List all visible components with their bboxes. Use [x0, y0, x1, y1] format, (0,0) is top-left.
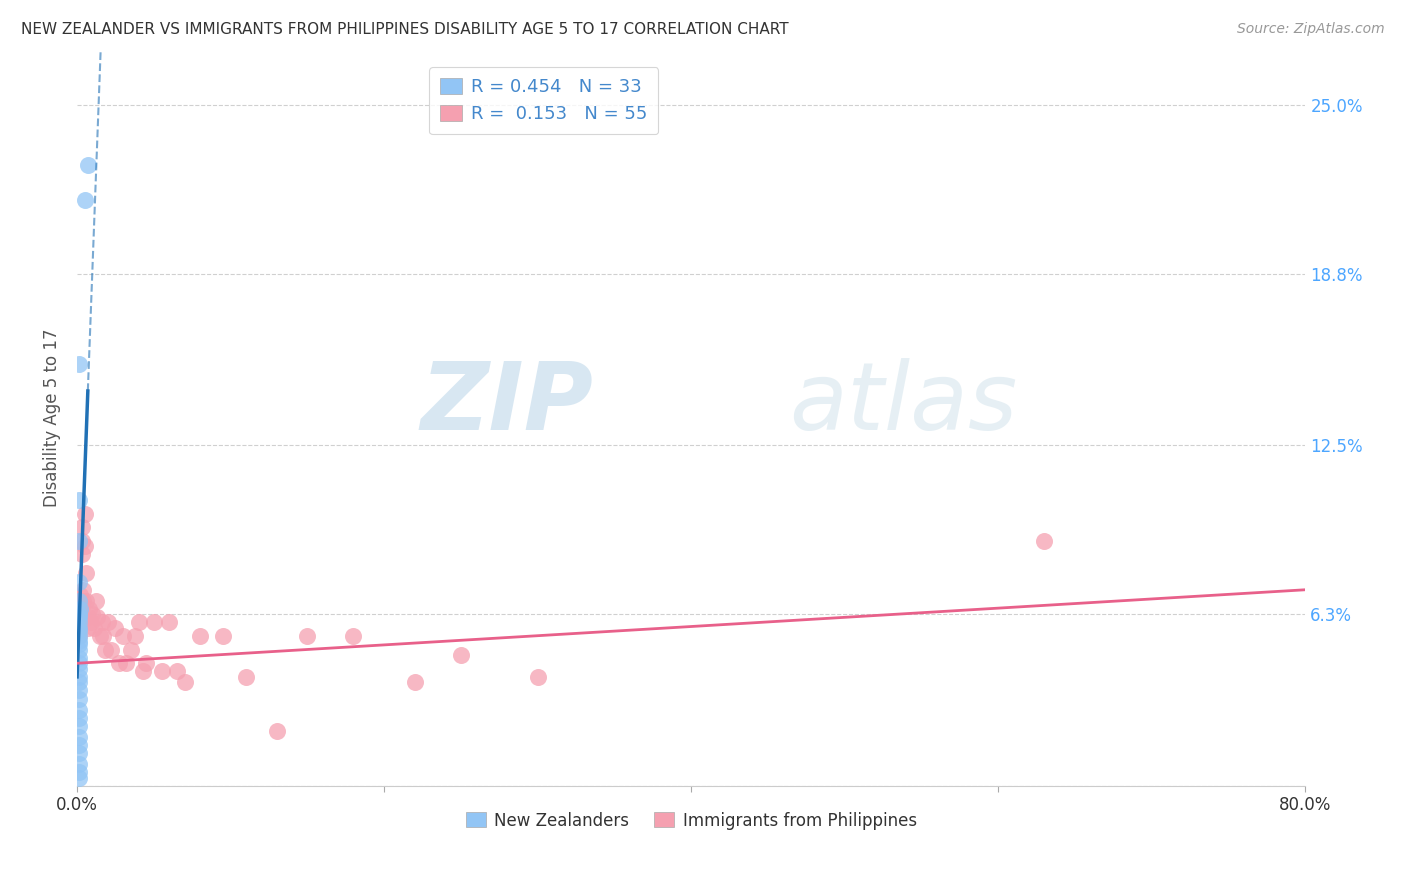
Point — [84, 593, 107, 607]
Point — [67, 670, 90, 684]
Point — [450, 648, 472, 662]
Point — [67, 357, 90, 371]
Point — [86, 610, 108, 624]
Point — [67, 738, 90, 752]
Text: Source: ZipAtlas.com: Source: ZipAtlas.com — [1237, 22, 1385, 37]
Point — [173, 675, 195, 690]
Point — [67, 691, 90, 706]
Point — [73, 507, 96, 521]
Point — [112, 629, 135, 643]
Point — [120, 642, 142, 657]
Point — [83, 621, 105, 635]
Point — [67, 675, 90, 690]
Point — [75, 566, 97, 581]
Point — [90, 615, 112, 630]
Point — [115, 657, 138, 671]
Point — [67, 629, 90, 643]
Point — [67, 711, 90, 725]
Point — [107, 657, 129, 671]
Point — [297, 629, 319, 643]
Point — [67, 621, 90, 635]
Point — [67, 602, 90, 616]
Point — [97, 615, 120, 630]
Point — [69, 602, 91, 616]
Point — [69, 588, 91, 602]
Point — [67, 765, 90, 780]
Point — [79, 602, 101, 616]
Point — [124, 629, 146, 643]
Point — [132, 665, 155, 679]
Point — [1033, 533, 1056, 548]
Legend: New Zealanders, Immigrants from Philippines: New Zealanders, Immigrants from Philippi… — [460, 805, 924, 837]
Point — [67, 610, 90, 624]
Point — [128, 615, 150, 630]
Point — [67, 702, 90, 716]
Point — [69, 602, 91, 616]
Point — [526, 670, 548, 684]
Point — [135, 657, 157, 671]
Point — [67, 621, 90, 635]
Point — [72, 582, 94, 597]
Point — [67, 607, 90, 622]
Point — [142, 615, 165, 630]
Y-axis label: Disability Age 5 to 17: Disability Age 5 to 17 — [44, 329, 60, 508]
Point — [70, 533, 93, 548]
Point — [69, 610, 91, 624]
Point — [266, 724, 288, 739]
Text: ZIP: ZIP — [420, 358, 593, 450]
Point — [67, 533, 90, 548]
Point — [76, 610, 98, 624]
Point — [73, 539, 96, 553]
Point — [67, 637, 90, 651]
Point — [67, 624, 90, 638]
Point — [67, 746, 90, 760]
Point — [67, 730, 90, 744]
Point — [67, 719, 90, 733]
Point — [67, 634, 90, 648]
Point — [235, 670, 257, 684]
Point — [67, 593, 90, 607]
Point — [67, 615, 90, 630]
Text: atlas: atlas — [790, 358, 1018, 449]
Text: NEW ZEALANDER VS IMMIGRANTS FROM PHILIPPINES DISABILITY AGE 5 TO 17 CORRELATION : NEW ZEALANDER VS IMMIGRANTS FROM PHILIPP… — [21, 22, 789, 37]
Point — [67, 771, 90, 785]
Point — [404, 675, 426, 690]
Point — [67, 657, 90, 671]
Point — [150, 665, 173, 679]
Point — [80, 615, 103, 630]
Point — [67, 574, 90, 589]
Point — [104, 621, 127, 635]
Point — [76, 621, 98, 635]
Point — [69, 593, 91, 607]
Point — [82, 607, 104, 622]
Point — [67, 757, 90, 772]
Point — [157, 615, 180, 630]
Point — [67, 610, 90, 624]
Point — [72, 593, 94, 607]
Point — [67, 650, 90, 665]
Point — [67, 662, 90, 676]
Point — [73, 194, 96, 208]
Point — [70, 520, 93, 534]
Point — [342, 629, 364, 643]
Point — [67, 629, 90, 643]
Point — [188, 629, 211, 643]
Point — [67, 642, 90, 657]
Point — [75, 593, 97, 607]
Point — [100, 642, 122, 657]
Point — [67, 492, 90, 507]
Point — [70, 547, 93, 561]
Point — [91, 629, 114, 643]
Point — [166, 665, 188, 679]
Point — [67, 683, 90, 698]
Point — [93, 642, 115, 657]
Point — [89, 629, 111, 643]
Point — [212, 629, 235, 643]
Point — [76, 158, 98, 172]
